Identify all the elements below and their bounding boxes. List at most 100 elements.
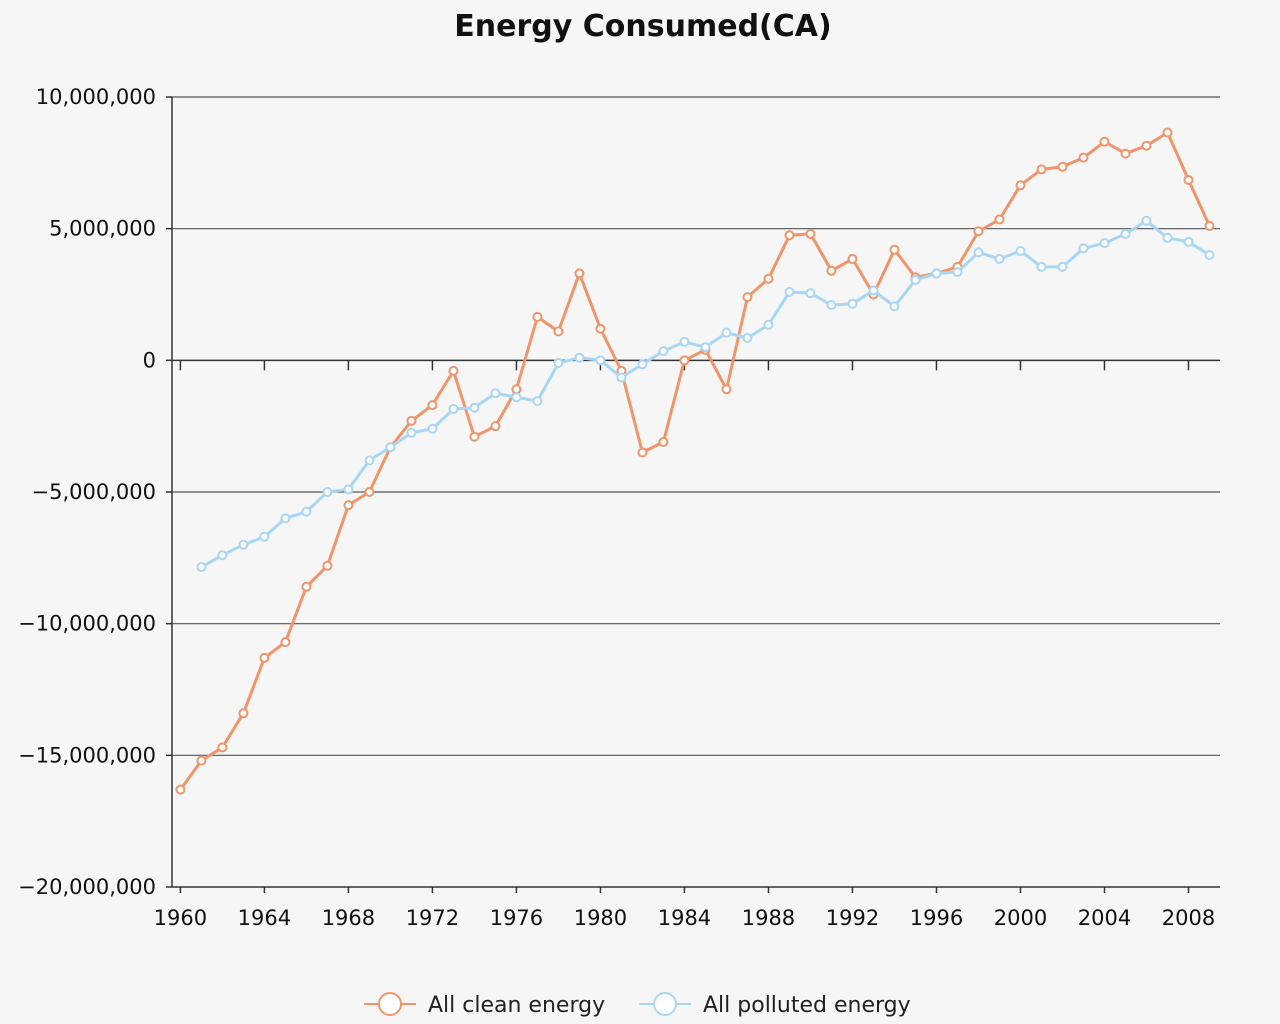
data-point-all-polluted-energy (1015, 246, 1026, 257)
data-point-all-clean-energy (448, 365, 459, 376)
legend-item-all-clean-energy: All clean energy (364, 992, 605, 1018)
x-tick-label: 1984 (658, 906, 711, 930)
legend-label-all-clean-energy: All clean energy (428, 993, 605, 1018)
x-tick-label: 1960 (154, 906, 207, 930)
data-point-all-polluted-energy (1099, 238, 1110, 249)
data-point-all-polluted-energy (574, 352, 585, 363)
data-point-all-polluted-energy (469, 402, 480, 413)
data-point-all-polluted-energy (1204, 250, 1215, 260)
data-point-all-polluted-energy (931, 268, 942, 279)
data-point-all-polluted-energy (994, 253, 1005, 264)
data-point-all-polluted-energy (490, 388, 501, 399)
data-point-all-polluted-energy (364, 455, 375, 466)
x-axis-tick-labels: 1960 1964 1968 1972 1976 1980 1984 1988 1992 1996… (154, 906, 1216, 930)
data-point-all-polluted-energy (784, 286, 795, 297)
data-point-all-clean-energy (889, 244, 900, 255)
data-point-all-polluted-energy (1036, 261, 1047, 272)
data-point-all-clean-energy (1036, 164, 1047, 175)
data-point-all-polluted-energy (1141, 215, 1152, 226)
data-point-all-polluted-energy (343, 484, 354, 495)
data-point-all-clean-energy (742, 292, 753, 303)
series-all-polluted-energy (196, 215, 1215, 573)
data-point-all-clean-energy (658, 436, 669, 447)
data-point-all-polluted-energy (196, 562, 207, 573)
data-point-all-polluted-energy (1078, 243, 1089, 254)
data-point-all-clean-energy (763, 273, 774, 284)
grid-lines (172, 96, 1220, 756)
data-point-all-clean-energy (175, 784, 186, 795)
data-point-all-polluted-energy (595, 355, 606, 366)
data-point-all-clean-energy (1015, 180, 1026, 191)
data-point-all-clean-energy (847, 253, 858, 264)
data-point-all-polluted-energy (658, 346, 669, 357)
data-point-all-polluted-energy (721, 327, 732, 338)
data-point-all-clean-energy (490, 421, 501, 432)
data-point-all-clean-energy (532, 311, 543, 322)
data-point-all-polluted-energy (679, 336, 690, 347)
x-tick-label: 1996 (910, 906, 963, 930)
data-point-all-polluted-energy (553, 357, 564, 368)
x-tick-label: 1964 (238, 906, 291, 930)
data-point-all-clean-energy (406, 415, 417, 426)
data-point-all-clean-energy (322, 560, 333, 571)
data-point-all-polluted-energy (637, 359, 648, 370)
data-point-all-clean-energy (238, 708, 249, 719)
data-point-all-clean-energy (1078, 152, 1089, 163)
data-point-all-clean-energy (784, 230, 795, 241)
data-point-all-polluted-energy (406, 427, 417, 438)
data-point-all-polluted-energy (301, 506, 312, 517)
data-point-all-clean-energy (721, 384, 732, 395)
legend-marker-all-polluted-energy (653, 992, 677, 1016)
data-point-all-clean-energy (1099, 136, 1110, 147)
data-point-all-clean-energy (1204, 221, 1215, 232)
data-point-all-clean-energy (994, 214, 1005, 225)
data-point-all-clean-energy (805, 228, 816, 239)
axes (166, 96, 1220, 893)
data-point-all-clean-energy (196, 755, 207, 766)
data-point-all-clean-energy (511, 384, 522, 395)
legend-item-all-polluted-energy: All polluted energy (639, 992, 911, 1018)
data-point-all-polluted-energy (448, 404, 459, 415)
chart-title: Energy Consumed(CA) (454, 9, 831, 44)
series-lines (175, 127, 1215, 795)
y-tick-label: −15,000,000 (18, 743, 156, 767)
data-point-all-clean-energy (343, 500, 354, 511)
data-point-all-polluted-energy (889, 301, 900, 312)
data-point-all-clean-energy (574, 268, 585, 279)
data-point-all-polluted-energy (805, 288, 816, 299)
data-point-all-polluted-energy (847, 298, 858, 309)
data-point-all-clean-energy (553, 326, 564, 337)
data-point-all-clean-energy (364, 487, 375, 497)
data-point-all-polluted-energy (1057, 261, 1068, 272)
data-point-all-clean-energy (427, 400, 438, 411)
y-tick-label: −5,000,000 (32, 480, 156, 504)
data-point-all-clean-energy (637, 447, 648, 458)
data-point-all-clean-energy (595, 323, 606, 334)
series-line-all-clean-energy (179, 131, 1211, 791)
x-tick-label: 1976 (490, 906, 543, 930)
y-tick-label: −10,000,000 (18, 612, 156, 636)
legend-marker-all-clean-energy (378, 992, 402, 1016)
data-point-all-polluted-energy (322, 487, 333, 497)
series-line-all-polluted-energy (200, 219, 1211, 569)
x-tick-label: 1992 (826, 906, 879, 930)
data-point-all-clean-energy (1057, 161, 1068, 172)
data-point-all-polluted-energy (910, 275, 921, 286)
x-tick-label: 2004 (1078, 906, 1131, 930)
data-point-all-clean-energy (1183, 174, 1194, 185)
data-point-all-clean-energy (259, 652, 270, 663)
data-point-all-polluted-energy (280, 513, 291, 524)
x-tick-label: 1972 (406, 906, 459, 930)
y-tick-label: −20,000,000 (18, 875, 156, 899)
data-point-all-polluted-energy (700, 342, 711, 353)
x-tick-label: 2000 (994, 906, 1047, 930)
x-tick-label: 1988 (742, 906, 795, 930)
data-point-all-polluted-energy (868, 285, 879, 296)
y-tick-label: 5,000,000 (49, 217, 156, 241)
data-point-all-clean-energy (1141, 140, 1152, 151)
data-point-all-clean-energy (301, 581, 312, 592)
legend: All clean energy All polluted energy (364, 992, 911, 1018)
data-point-all-polluted-energy (616, 372, 627, 383)
data-point-all-polluted-energy (973, 247, 984, 258)
